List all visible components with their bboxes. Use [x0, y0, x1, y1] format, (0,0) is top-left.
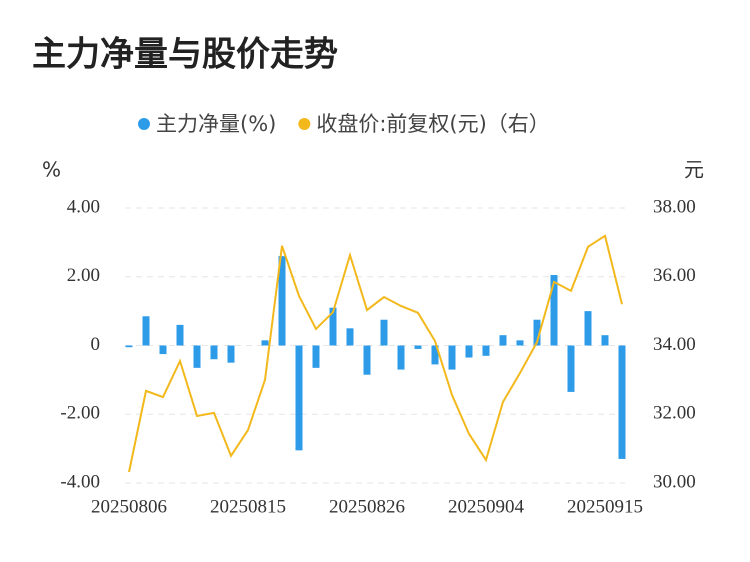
bar — [602, 335, 609, 345]
y2-axis-label: 元 — [684, 158, 704, 182]
legend-marker — [138, 118, 150, 130]
x-tick-label: 20250806 — [91, 496, 167, 517]
chart-title: 主力净量与股价走势 — [32, 35, 338, 75]
bar — [126, 346, 133, 348]
y2-tick-label: 32.00 — [653, 403, 696, 424]
y2-tick-label: 30.00 — [653, 471, 696, 492]
bar — [228, 346, 235, 363]
price-line — [129, 236, 622, 472]
legend-marker — [298, 118, 310, 130]
y-tick-label: -2.00 — [60, 403, 100, 424]
y-axis-label: % — [42, 158, 61, 182]
y2-tick-label: 38.00 — [653, 196, 696, 217]
bar — [313, 346, 320, 368]
x-tick-label: 20250904 — [448, 496, 525, 517]
y-tick-label: 4.00 — [67, 196, 100, 217]
x-tick-label: 20250815 — [210, 496, 286, 517]
bar — [568, 346, 575, 392]
y-tick-label: 2.00 — [67, 265, 100, 286]
legend-label: 主力净量(%) — [156, 112, 276, 136]
bar — [262, 340, 269, 345]
bar — [585, 311, 592, 345]
bar — [211, 346, 218, 360]
y-tick-label: 0 — [91, 334, 101, 355]
bar — [466, 346, 473, 358]
bar — [483, 346, 490, 356]
y2-tick-label: 34.00 — [653, 334, 696, 355]
bar — [347, 328, 354, 345]
bar — [381, 320, 388, 346]
y-tick-label: -4.00 — [60, 471, 100, 492]
bar — [194, 346, 201, 368]
bar — [398, 346, 405, 370]
bar — [619, 346, 626, 459]
bar — [449, 346, 456, 370]
bar — [296, 346, 303, 451]
bar — [177, 325, 184, 346]
bar — [415, 346, 422, 349]
bar — [143, 316, 150, 345]
y2-tick-label: 36.00 — [653, 265, 696, 286]
x-tick-label: 20250826 — [329, 496, 405, 517]
x-tick-label: 20250915 — [567, 496, 643, 517]
legend-label: 收盘价:前复权(元)（右） — [316, 112, 549, 136]
bar — [364, 346, 371, 375]
bar — [551, 275, 558, 345]
bar — [500, 335, 507, 345]
bar — [160, 346, 167, 355]
bar — [517, 340, 524, 345]
